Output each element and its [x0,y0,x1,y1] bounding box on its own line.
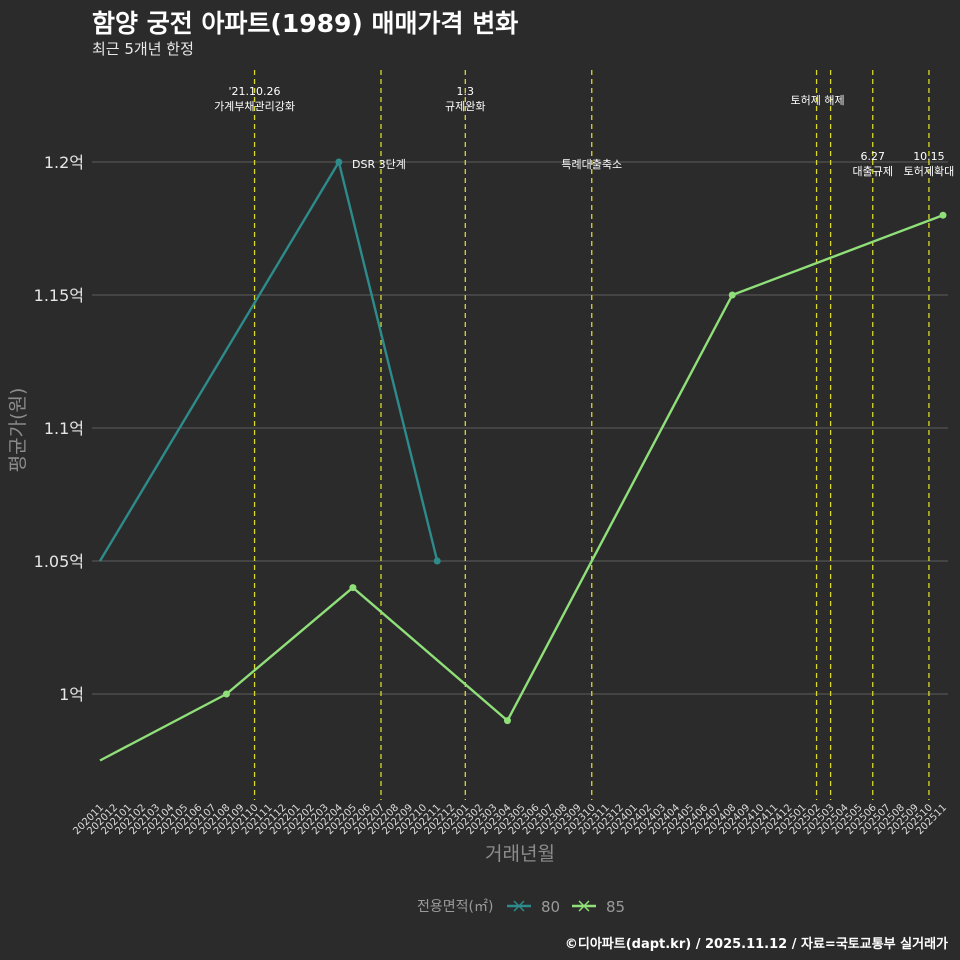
event-label: 6.27 [861,150,886,163]
event-label: 가계부채관리강화 [214,100,295,113]
data-point-85 [503,717,511,725]
data-point-80 [433,557,441,565]
event-label: 특례대출축소 [561,158,622,171]
data-point-80 [335,158,343,166]
event-label: 1.3 [457,85,475,98]
y-tick-label: 1.05억 [34,552,84,571]
y-tick-label: 1억 [59,685,84,704]
legend-key-mark [578,900,590,912]
event-label: DSR 3단계 [352,158,406,171]
y-tick-label: 1.15억 [34,286,84,305]
source-credit: ©디아파트(dapt.kr) / 2025.11.12 / 자료=국토교통부 실… [564,937,948,952]
event-label: 토허제 해제 [791,93,845,107]
event-label: 10.15 [913,150,945,163]
event-label: 대출규제 [853,165,893,178]
x-axis-title: 거래년월 [485,843,555,865]
data-point-85 [939,211,947,219]
chart-subtitle: 최근 5개년 한정 [92,40,194,58]
y-axis-title: 평균가(원) [7,388,29,473]
legend-title: 전용면적(㎡) [417,899,493,915]
series-line-80 [98,160,439,562]
chart-title: 함양 궁전 아파트(1989) 매매가격 변화 [92,9,519,38]
event-label: 토허제확대 [904,165,955,178]
data-point-85 [728,291,736,299]
legend-key-mark [513,900,525,912]
series-line-85 [99,214,944,762]
y-tick-label: 1.2억 [44,153,84,172]
event-label: '21.10.26 [229,85,281,98]
y-tick-label: 1.1억 [44,419,84,438]
legend-label: 85 [606,898,625,916]
data-point-85 [349,584,357,592]
data-point-85 [222,690,230,698]
event-label: 규제완화 [445,100,485,113]
legend-label: 80 [541,898,560,916]
